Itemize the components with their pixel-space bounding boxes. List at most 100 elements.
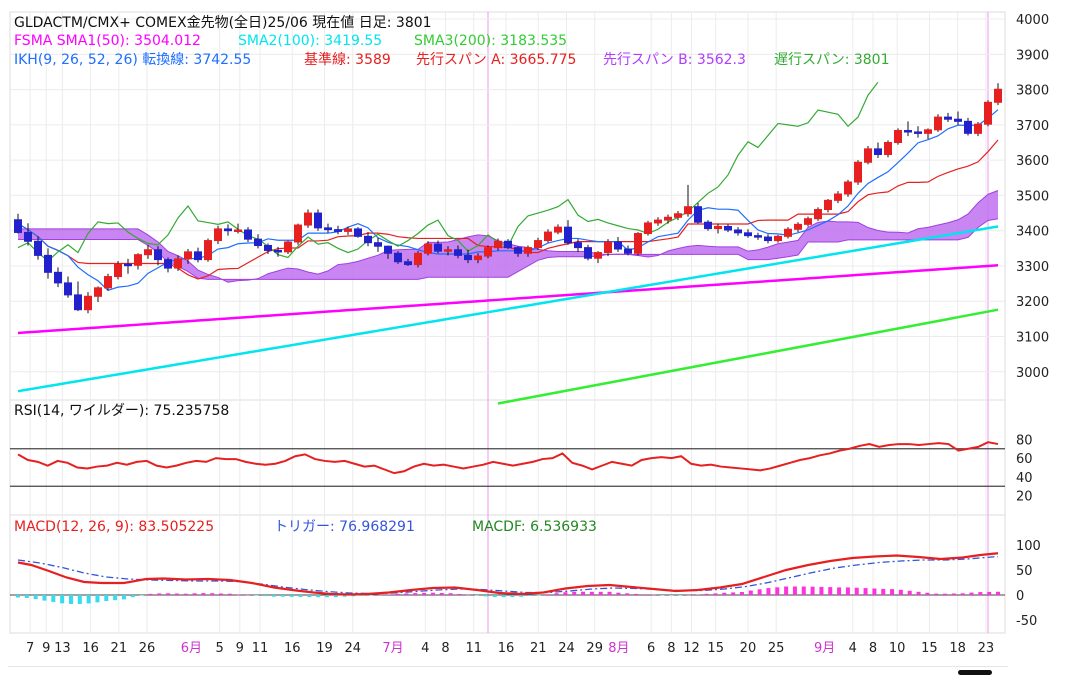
macd-legend-0: MACD(12, 26, 9): 83.505225 (14, 519, 214, 535)
candle-body (464, 254, 472, 261)
ichimoku-cloud (38, 228, 48, 240)
macd-histogram-bar (360, 595, 365, 596)
macd-histogram-bar (678, 595, 683, 596)
ichimoku-cloud (78, 228, 88, 240)
x-tick-label: 18 (949, 641, 966, 656)
ichimoku-cloud (708, 246, 718, 255)
candle-body (154, 249, 162, 261)
candle-body (444, 249, 452, 252)
candle-body (644, 222, 652, 235)
macd-histogram-bar (210, 593, 215, 595)
candle-body (94, 287, 102, 297)
candle-body (414, 252, 422, 266)
ichimoku-cloud (728, 246, 738, 255)
candle-body (424, 243, 432, 254)
candle-body (494, 240, 502, 249)
candle-body (64, 282, 72, 296)
macd-histogram-bar (916, 591, 921, 595)
macd-histogram-bar (775, 587, 780, 595)
x-tick-label: 29 (586, 641, 603, 656)
candle-body (44, 254, 52, 273)
macd-histogram-bar (925, 592, 930, 595)
macd-histogram-bar (113, 595, 118, 601)
candle-body (404, 261, 412, 266)
ichimoku-cloud (88, 228, 98, 240)
ichimoku-cloud (768, 243, 778, 260)
macd-histogram-bar (404, 593, 409, 595)
macd-histogram-bar (828, 587, 833, 595)
ichimoku-cloud (138, 228, 148, 246)
candle-body (204, 240, 212, 261)
ichimoku-cloud (498, 240, 508, 278)
candle-body (944, 116, 952, 120)
ichimoku-cloud (918, 227, 928, 240)
ichimoku-cloud (348, 261, 358, 280)
ichimoku-cloud (808, 222, 818, 242)
ichimoku-cloud (358, 258, 368, 280)
candle-body (584, 247, 592, 259)
macd-histogram-bar (219, 593, 224, 595)
macd-histogram-bar (651, 594, 656, 596)
x-tick-label: 6 (647, 641, 655, 656)
candle-body (344, 228, 352, 232)
candle-body (484, 247, 492, 257)
ichimoku-cloud (288, 268, 298, 280)
candle-body (914, 131, 922, 134)
macd-histogram-bar (245, 594, 250, 596)
rsi-tick-label: 20 (1016, 490, 1033, 505)
macd-histogram-bar (227, 593, 232, 595)
macd-histogram-bar (704, 593, 709, 595)
macd-histogram-bar (60, 595, 65, 604)
x-tick-label: 15 (921, 641, 938, 656)
macd-histogram-bar (174, 593, 179, 595)
sma100-line (17, 225, 999, 393)
horizontal-scrollbar[interactable] (8, 666, 1008, 677)
candle-body (984, 101, 992, 125)
candle-body (24, 231, 32, 242)
candle-body (784, 228, 792, 237)
macd-histogram-bar (33, 595, 38, 600)
candle-body (374, 242, 382, 247)
macd-histogram-bar (519, 595, 524, 597)
ichimoku-cloud (718, 246, 728, 255)
macd-legend-2: MACDF: 6.536933 (472, 519, 597, 535)
candle-body (754, 235, 762, 238)
candle-body (614, 241, 622, 250)
ichimoku-cloud (368, 255, 378, 280)
ichimoku-cloud (468, 234, 478, 278)
macd-histogram-bar (845, 587, 850, 595)
candle-body (604, 241, 612, 254)
macd-histogram-bar (342, 595, 347, 597)
macd-histogram-bar (457, 594, 462, 595)
ichimoku-cloud (758, 247, 768, 260)
macd-histogram-bar (943, 593, 948, 595)
macd-histogram-bar (978, 592, 983, 595)
candle-body (474, 255, 482, 261)
macd-histogram-bar (501, 595, 506, 598)
macd-histogram-bar (536, 595, 541, 596)
candle-body (104, 276, 112, 289)
ichimoku-cloud (798, 227, 808, 256)
ichimoku-cloud (448, 239, 458, 278)
macd-histogram-bar (810, 586, 815, 595)
candle-body (364, 235, 372, 244)
macd-tick-label: 0 (1016, 589, 1024, 604)
candle-body (224, 228, 232, 232)
ichimoku-cloud (958, 214, 968, 240)
x-tick-label: 8月 (608, 641, 629, 656)
scrollbar-thumb[interactable] (958, 670, 992, 675)
candle-body (14, 219, 22, 233)
macd-histogram-bar (325, 595, 330, 598)
x-tick-label: 11 (252, 641, 269, 656)
candle-body (684, 206, 692, 215)
macd-histogram-bar (413, 593, 418, 595)
macd-histogram-bar (492, 595, 497, 597)
candle-body (674, 213, 682, 218)
macd-histogram-bar (713, 593, 718, 595)
macd-histogram-bar (16, 595, 20, 598)
macd-histogram-bar (969, 592, 974, 595)
ikh-legend-0: IKH(9, 26, 52, 26) 転換線: 3742.55 (14, 52, 251, 68)
candle-body (894, 130, 902, 144)
ichimoku-cloud (668, 248, 678, 255)
macd-histogram-bar (766, 588, 771, 595)
